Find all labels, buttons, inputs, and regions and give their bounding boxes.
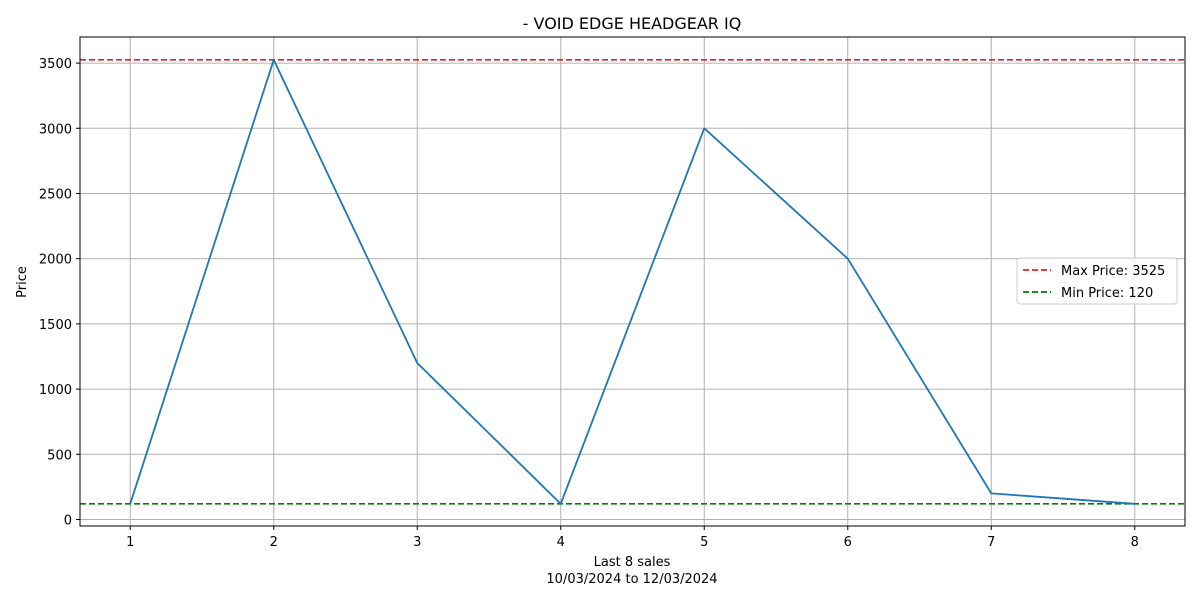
legend-label-min-price: Min Price: 120 [1061, 286, 1153, 301]
y-tick-label: 2500 [39, 187, 72, 202]
y-tick-label: 1000 [39, 383, 72, 398]
legend: Max Price: 3525 Min Price: 120 [1016, 257, 1178, 305]
legend-box [1016, 257, 1178, 305]
x-tick-label: 7 [987, 535, 995, 550]
series-layer [129, 58, 1135, 505]
reference-lines [80, 58, 1185, 505]
chart-title: - VOID EDGE HEADGEAR IQ [523, 14, 742, 33]
x-tick-label: 3 [413, 535, 421, 550]
price-series-line [129, 58, 1135, 505]
x-tick-label: 1 [126, 535, 134, 550]
y-tick-label: 0 [64, 513, 72, 528]
legend-label-max-price: Max Price: 3525 [1061, 264, 1165, 279]
y-axis-ticks: 0 500 1000 1500 2000 2500 3000 3500 [39, 57, 80, 528]
x-axis-sublabel: 10/03/2024 to 12/03/2024 [546, 572, 717, 587]
x-tick-label: 2 [270, 535, 278, 550]
y-tick-label: 2000 [39, 253, 72, 268]
x-axis-ticks: 1 2 3 4 5 6 7 8 [126, 526, 1139, 550]
plot-frame [79, 36, 1186, 527]
grid [80, 37, 1185, 526]
x-axis-label: Last 8 sales [594, 555, 671, 570]
y-tick-label: 3500 [39, 57, 72, 72]
y-tick-label: 3000 [39, 122, 72, 137]
x-tick-label: 4 [557, 535, 565, 550]
x-tick-label: 8 [1131, 535, 1139, 550]
y-axis-label: Price [15, 266, 30, 298]
y-tick-label: 500 [47, 448, 72, 463]
x-tick-label: 6 [844, 535, 852, 550]
x-tick-label: 5 [700, 535, 708, 550]
y-tick-label: 1500 [39, 318, 72, 333]
